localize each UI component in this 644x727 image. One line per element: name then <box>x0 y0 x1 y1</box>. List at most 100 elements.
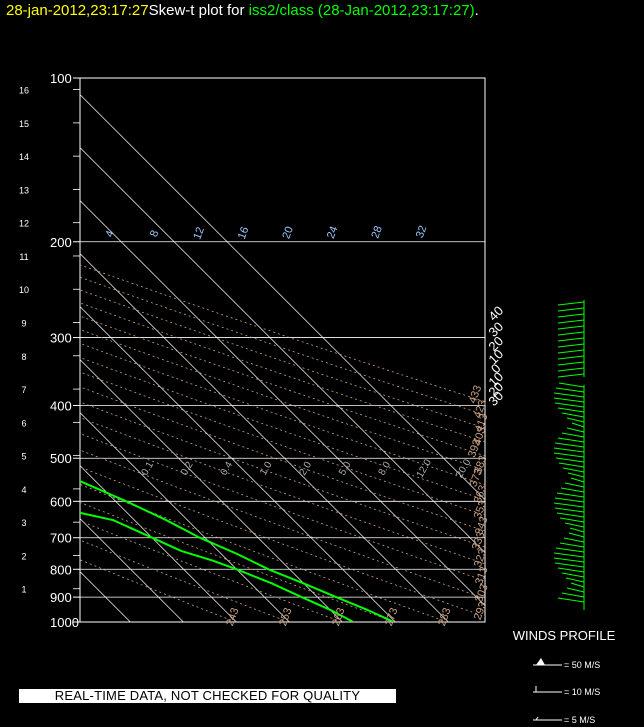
dry-adiabat-line <box>80 401 485 548</box>
wind-barb <box>561 412 585 418</box>
wind-barb <box>557 567 585 573</box>
height-label: 3 <box>21 518 26 528</box>
wind-barb <box>561 572 585 578</box>
skewt-grid <box>73 77 486 623</box>
dry-adiabat-label: 433 <box>467 384 485 405</box>
height-label: 5 <box>21 452 26 462</box>
mixing-ratio-low-label: 8.0 <box>377 460 394 478</box>
pressure-label: 600 <box>50 494 72 509</box>
wind-legend-flag <box>536 658 545 665</box>
mixing-ratio-low-label: 1.0 <box>258 460 275 478</box>
wind-barb <box>563 537 585 543</box>
pressure-label: 400 <box>50 399 72 414</box>
isotherm-line <box>80 465 237 622</box>
wind-barb <box>566 587 585 593</box>
dry-adiabat-line <box>80 433 485 582</box>
dry-adiabat-label: 423 <box>472 399 490 420</box>
winds-profile-title: WINDS PROFILE <box>513 628 616 643</box>
wind-barb <box>570 477 585 483</box>
dewpoint-trace <box>80 511 353 622</box>
dry-adiabat-label: 393 <box>466 438 484 459</box>
wind-barb <box>554 442 585 448</box>
wind-barb <box>553 397 585 403</box>
winds-profile-panel: WINDS PROFILE = 50 M/S = 10 M/S = 5 M/S <box>513 300 616 725</box>
wind-barb <box>566 427 585 433</box>
dry-adiabat-label: 373 <box>468 467 486 488</box>
pressure-label: 800 <box>50 562 72 577</box>
temperature-trace <box>80 480 394 622</box>
mixing-ratio-low-label: 2.0 <box>298 460 315 478</box>
wind-barb <box>557 307 585 312</box>
dry-adiabat-label: 353 <box>472 499 490 520</box>
isotherm-line <box>80 94 485 501</box>
dry-adiabat-label: 313 <box>473 565 491 586</box>
plot-header: 28-jan-2012,23:17:27Skew-t plot for iss2… <box>6 2 479 19</box>
height-label: 6 <box>21 418 26 428</box>
mixing-ratio-label: 24 <box>325 225 340 241</box>
dry-adiabat-label: 253 <box>277 606 295 627</box>
height-label: 7 <box>21 385 26 395</box>
dry-adiabat-line <box>80 357 485 501</box>
wind-barb <box>562 467 585 473</box>
wind-legend-barb <box>535 716 539 721</box>
header-source: iss2/class (28-Jan-2012,23:17:27) <box>248 2 475 19</box>
dry-adiabat-label: 403 <box>471 425 489 446</box>
wind-barb <box>553 447 585 453</box>
wind-barb <box>554 562 585 568</box>
wind-barb <box>557 361 585 366</box>
pressure-label: 100 <box>50 71 72 86</box>
dry-adiabat-label: 413 <box>473 412 491 433</box>
height-label: 11 <box>19 252 28 262</box>
wind-barb <box>553 392 585 398</box>
wind-barb <box>557 597 585 603</box>
isotherm-line <box>80 518 184 622</box>
dry-adiabat-label: 363 <box>472 484 490 505</box>
height-label: 10 <box>19 285 29 295</box>
pressure-label: 900 <box>50 590 72 605</box>
height-label: 8 <box>21 352 26 362</box>
wind-barb <box>554 507 585 513</box>
mixing-ratio-label: 4 <box>103 229 116 239</box>
wind-barb <box>570 582 585 588</box>
height-label: 15 <box>19 119 29 129</box>
pressure-label: 200 <box>50 235 72 250</box>
wind-barb <box>555 387 585 393</box>
wind-barb <box>571 422 585 428</box>
wind-barb <box>557 337 585 342</box>
dry-adiabat-line <box>80 449 485 599</box>
isotherm-line <box>80 253 449 622</box>
wind-barb <box>555 457 585 463</box>
mixing-ratio-label: 32 <box>414 224 429 240</box>
dry-adiabat-label: 243 <box>224 606 242 627</box>
wind-barb <box>557 373 585 378</box>
height-label: 2 <box>21 551 26 561</box>
mixing-ratio-label: 28 <box>369 224 384 240</box>
skewt-axis-labels: 1000900800700600500400300200100123456789… <box>19 71 506 630</box>
wind-barb <box>553 502 585 508</box>
wind-barb <box>558 382 585 388</box>
height-label: 16 <box>19 86 29 96</box>
dry-adiabat-label: 293 <box>472 600 490 621</box>
height-label: 14 <box>19 152 29 162</box>
mixing-ratio-label: 12 <box>191 226 206 242</box>
dry-adiabat-line <box>80 466 485 617</box>
isotherm-line <box>80 200 485 607</box>
pressure-label: 1000 <box>50 615 79 630</box>
wind-barb <box>565 577 585 583</box>
wind-barb <box>560 487 585 493</box>
wind-barb <box>559 517 585 523</box>
isotherm-line <box>80 359 343 622</box>
dry-adiabat-label: 323 <box>472 548 490 569</box>
wind-barb <box>564 522 585 528</box>
wind-barb <box>557 325 585 330</box>
wind-barb <box>557 407 585 413</box>
header-timestamp: 28-jan-2012,23:17:27 <box>6 2 149 19</box>
wind-barb <box>557 331 585 336</box>
height-label: 13 <box>19 185 29 195</box>
pressure-label: 300 <box>50 331 72 346</box>
wind-barb <box>569 527 585 533</box>
wind-barb <box>553 557 585 563</box>
wind-legend-label: = 5 M/S <box>564 715 595 725</box>
isotherm-line <box>80 147 485 554</box>
wind-barb <box>557 313 585 318</box>
